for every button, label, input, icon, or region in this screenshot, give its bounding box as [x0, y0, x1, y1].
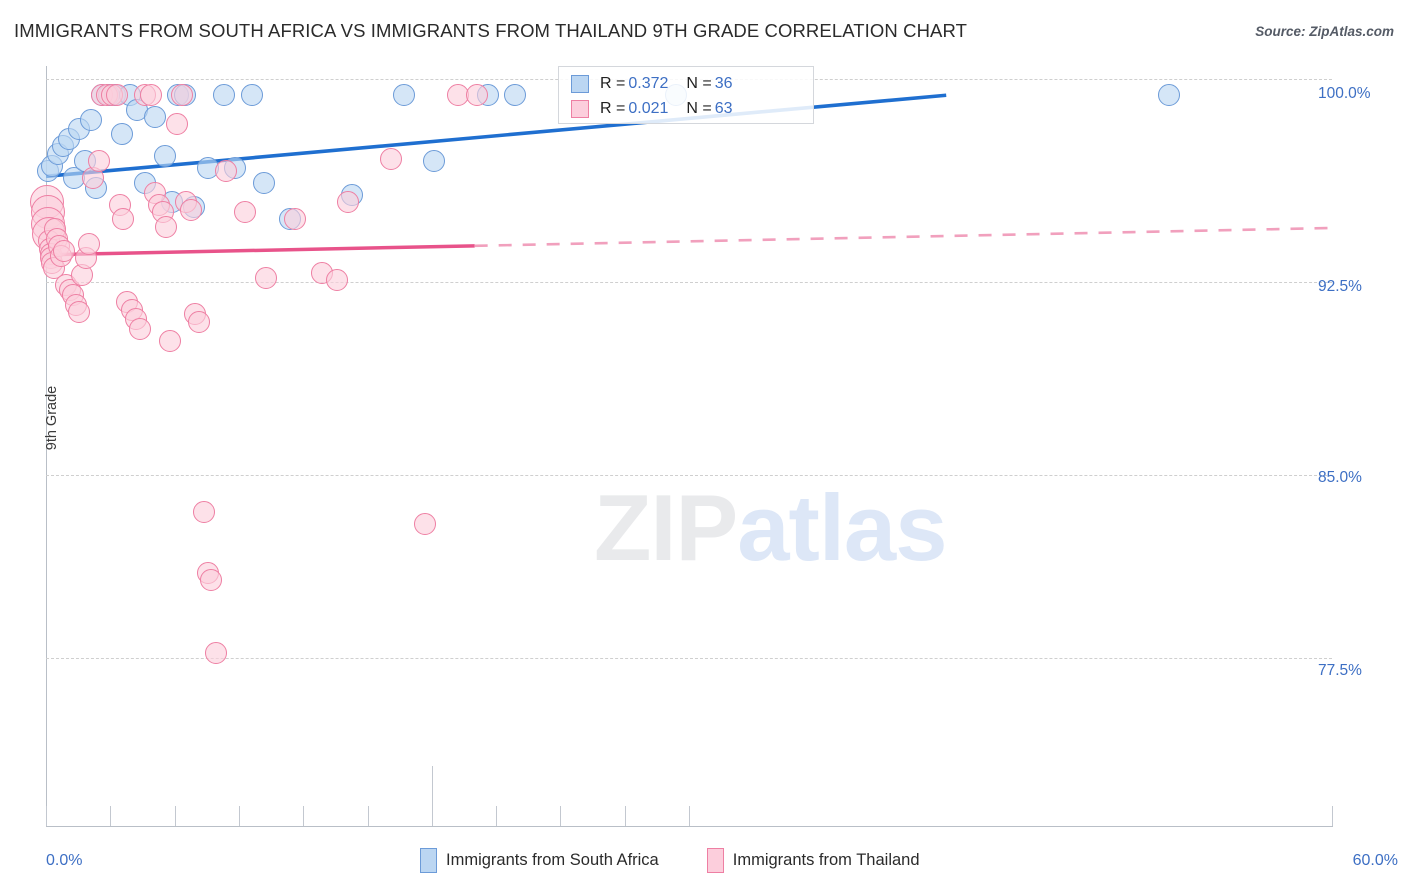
data-point[interactable]	[80, 108, 102, 131]
data-point[interactable]	[200, 568, 223, 591]
r-value-south-africa: 0.372	[628, 74, 669, 92]
swatch-south-africa-icon	[571, 74, 589, 93]
data-point[interactable]	[188, 310, 211, 333]
n-value-thailand: 63	[714, 99, 733, 117]
gridline-92-5	[46, 282, 1332, 283]
data-point[interactable]	[337, 191, 360, 214]
x-axis-line	[46, 826, 1333, 827]
data-point[interactable]	[215, 159, 238, 182]
data-point[interactable]	[392, 84, 415, 107]
y-tick-label-0: 100.0%	[1318, 85, 1371, 102]
data-point[interactable]	[234, 201, 257, 224]
gridline-85	[46, 475, 1332, 476]
r-label-south-africa: R =	[600, 74, 626, 92]
x-tick-10	[689, 806, 690, 826]
data-point[interactable]	[77, 232, 100, 255]
plot-area: ZIPatlas	[30, 66, 1333, 826]
data-point[interactable]	[465, 84, 488, 107]
watermark-atlas: atlas	[737, 475, 947, 580]
data-point[interactable]	[171, 84, 194, 107]
data-point[interactable]	[87, 150, 110, 172]
data-point[interactable]	[504, 84, 527, 107]
page-title: IMMIGRANTS FROM SOUTH AFRICA VS IMMIGRAN…	[14, 20, 968, 41]
data-point[interactable]	[159, 330, 182, 353]
data-point[interactable]	[205, 642, 228, 665]
series-legend: Immigrants from South Africa Immigrants …	[420, 848, 920, 873]
data-point[interactable]	[254, 266, 277, 289]
data-point[interactable]	[212, 84, 235, 107]
data-point[interactable]	[252, 171, 275, 194]
y-tick-label-1: 92.5%	[1318, 278, 1362, 295]
data-point[interactable]	[179, 198, 202, 221]
data-point[interactable]	[192, 500, 215, 523]
data-point[interactable]	[422, 150, 445, 172]
data-point[interactable]	[165, 113, 188, 136]
n-label-south-africa: N =	[686, 74, 712, 92]
data-point[interactable]	[144, 106, 167, 129]
stats-row-thailand: R = 0.021 N = 63	[571, 96, 813, 121]
x-tick-0	[46, 806, 47, 826]
r-value-thailand: 0.021	[628, 99, 669, 117]
data-point[interactable]	[53, 240, 76, 263]
x-tick-5	[367, 806, 369, 826]
zipatlas-watermark: ZIPatlas	[594, 474, 948, 582]
x-tick-7	[496, 806, 498, 826]
x-tick-8	[560, 806, 562, 826]
data-point[interactable]	[111, 123, 134, 146]
data-point[interactable]	[68, 301, 91, 324]
data-point[interactable]	[105, 84, 128, 107]
legend-item-thailand[interactable]: Immigrants from Thailand	[706, 848, 920, 873]
n-label-thailand: N =	[686, 99, 712, 117]
data-point[interactable]	[414, 512, 437, 535]
x-tick-9	[624, 806, 626, 826]
legend-chip-south-africa-icon	[420, 848, 437, 873]
data-point[interactable]	[240, 84, 263, 107]
watermark-zip: ZIP	[594, 475, 738, 580]
data-point[interactable]	[1158, 84, 1181, 107]
legend-label-thailand: Immigrants from Thailand	[732, 851, 920, 869]
data-point[interactable]	[129, 318, 152, 341]
legend-item-south-africa[interactable]: Immigrants from South Africa	[420, 848, 659, 873]
trendline-thailand-dashed	[474, 226, 1333, 248]
x-tick-2	[174, 806, 176, 826]
y-tick-label-3: 77.5%	[1318, 662, 1362, 679]
data-point[interactable]	[326, 269, 349, 292]
data-point[interactable]	[283, 208, 306, 231]
x-tick-3	[238, 806, 240, 826]
data-point[interactable]	[140, 84, 163, 107]
y-axis-title: 9th Grade	[44, 385, 60, 451]
data-point[interactable]	[380, 147, 403, 170]
x-tick-6	[431, 766, 433, 826]
n-value-south-africa: 36	[714, 74, 733, 92]
x-axis-min-label: 0.0%	[46, 852, 83, 869]
legend-label-south-africa: Immigrants from South Africa	[446, 851, 659, 869]
data-point[interactable]	[153, 145, 176, 168]
legend-chip-thailand-icon	[706, 848, 724, 873]
y-axis-line	[46, 66, 47, 826]
r-label-thailand: R =	[600, 99, 626, 117]
x-tick-1	[110, 806, 112, 826]
y-tick-label-2: 85.0%	[1318, 469, 1362, 486]
correlation-stats-legend: R = 0.372 N = 36 R = 0.021 N = 63	[558, 66, 814, 124]
data-point[interactable]	[155, 215, 178, 238]
source-label: Source: ZipAtlas.com	[1255, 24, 1394, 39]
stats-row-south-africa: R = 0.372 N = 36	[571, 71, 813, 96]
x-tick-4	[303, 806, 305, 826]
swatch-thailand-icon	[571, 99, 589, 118]
trendline-thailand-solid	[45, 244, 475, 257]
x-tick-11	[1332, 806, 1333, 826]
gridline-77-5	[46, 658, 1332, 659]
data-point[interactable]	[112, 208, 135, 231]
trendlines	[45, 93, 1333, 257]
x-axis-max-label: 60.0%	[1352, 852, 1398, 869]
